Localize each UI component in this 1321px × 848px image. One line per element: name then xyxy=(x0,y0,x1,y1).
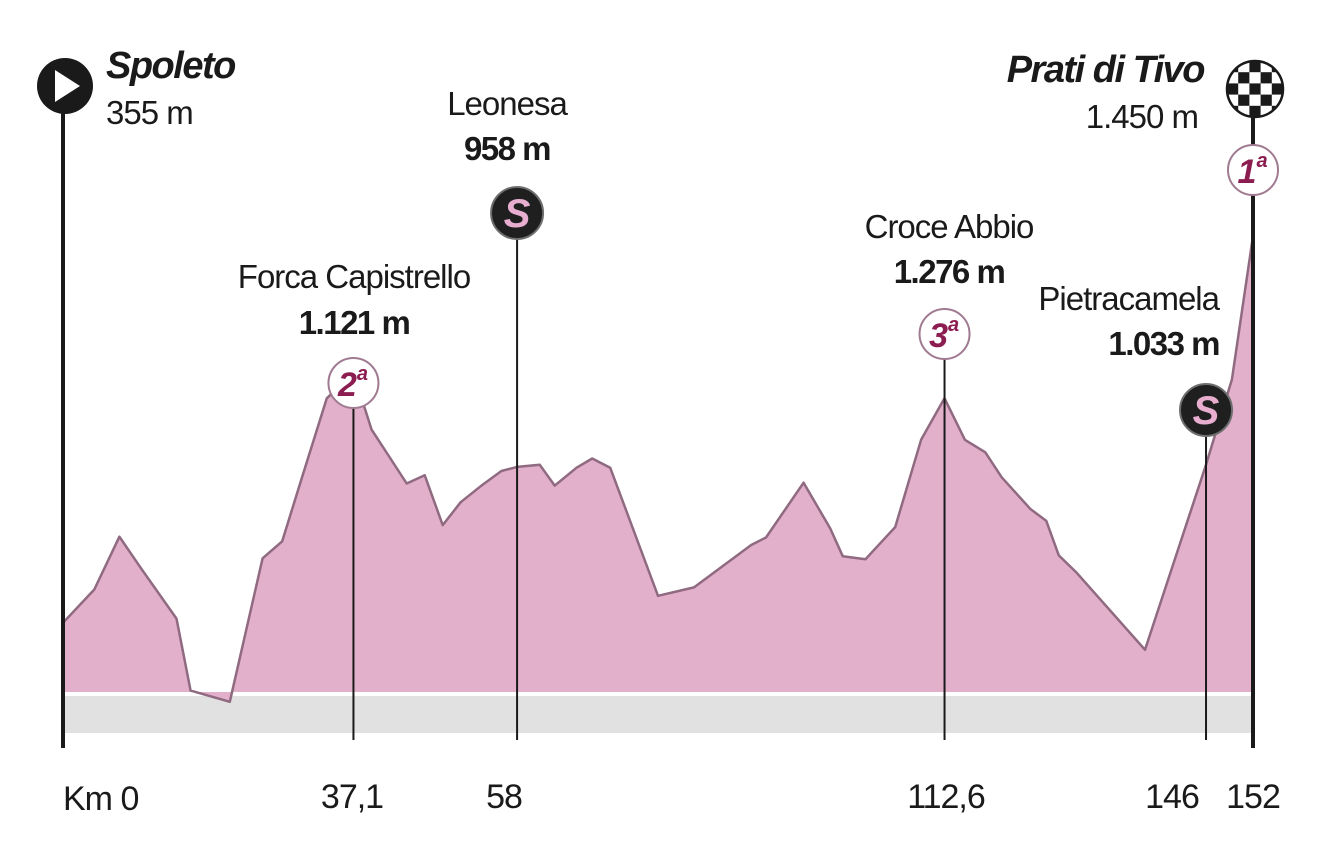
waypoint-altitude-leonesa: 958 m xyxy=(464,130,550,167)
waypoint-name-leonesa: Leonesa xyxy=(447,85,568,122)
km-label-start: Km 0 xyxy=(63,780,138,818)
checker-square xyxy=(1260,94,1272,106)
elevation-area xyxy=(63,236,1253,702)
finish-name: Prati di Tivo xyxy=(1007,49,1205,91)
km-label-forca-capistrello: 37,1 xyxy=(321,778,383,816)
kom-badge-category: 1 xyxy=(1238,153,1257,191)
labels: Spoleto 355 m Prati di Tivo 1.450 m Forc… xyxy=(37,45,1285,818)
finish-altitude: 1.450 m xyxy=(1086,98,1198,135)
kom-badge-sup: a xyxy=(948,314,959,336)
kom-badge-circle xyxy=(1227,144,1279,196)
checker-square xyxy=(1260,72,1272,84)
checker-square xyxy=(1238,94,1250,106)
waypoint-name-pietracamela: Pietracamela xyxy=(1038,280,1220,317)
checker-square xyxy=(1227,83,1239,95)
km-label-croce-abbio: 112,6 xyxy=(907,778,985,816)
km-label-leonesa: 58 xyxy=(486,778,522,816)
checker-square xyxy=(1271,83,1283,95)
marker-lines xyxy=(61,100,1255,748)
waypoint-name-croce-abbio: Croce Abbio xyxy=(865,208,1034,245)
finish-flag-icon xyxy=(1225,59,1285,119)
checker-square xyxy=(1238,72,1250,84)
kom-badge-sup: a xyxy=(357,363,368,385)
kom-badge-circle xyxy=(918,308,971,360)
start-name: Spoleto xyxy=(106,45,235,87)
waypoint-altitude-forca-capistrello: 1.121 m xyxy=(299,304,410,341)
marker-badges: 2 aS3 aS1 a xyxy=(327,144,1279,437)
checker-square xyxy=(1249,83,1261,95)
profile-base xyxy=(62,235,1255,733)
kom-badge-category: 2 xyxy=(337,366,357,404)
kom-badge-sup: a xyxy=(1256,150,1267,172)
waypoint-altitude-pietracamela: 1.033 m xyxy=(1108,325,1219,362)
waypoint-name-forca-capistrello: Forca Capistrello xyxy=(238,258,470,295)
checker-square xyxy=(1249,105,1261,117)
sprint-badge-circle xyxy=(1179,383,1234,437)
sprint-badge-letter: S xyxy=(504,192,531,236)
waypoint-altitude-croce-abbio: 1.276 m xyxy=(894,253,1005,290)
kom-badge-circle xyxy=(327,357,380,409)
kom-badge-category: 3 xyxy=(929,317,948,355)
sprint-badge-circle xyxy=(490,186,545,240)
km-label-prati-di-tivo: 152 xyxy=(1226,778,1280,816)
checker-square xyxy=(1249,61,1261,73)
km-label-pietracamela: 146 xyxy=(1145,778,1199,816)
sprint-icon: S xyxy=(1179,383,1234,437)
sprint-icon: S xyxy=(490,186,545,240)
base-band xyxy=(63,696,1253,733)
start-icon xyxy=(37,58,93,114)
start-altitude: 355 m xyxy=(106,94,193,131)
sprint-badge-letter: S xyxy=(1193,389,1220,433)
